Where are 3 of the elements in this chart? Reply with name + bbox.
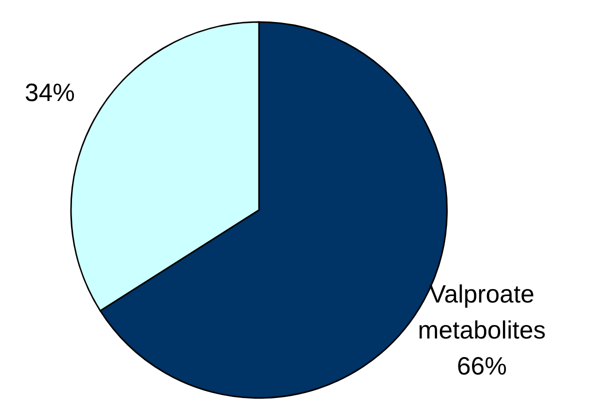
data-label: 34%	[24, 78, 75, 107]
data-label: 66%	[456, 352, 507, 380]
slice-label: Valproate metabolites	[418, 280, 546, 344]
